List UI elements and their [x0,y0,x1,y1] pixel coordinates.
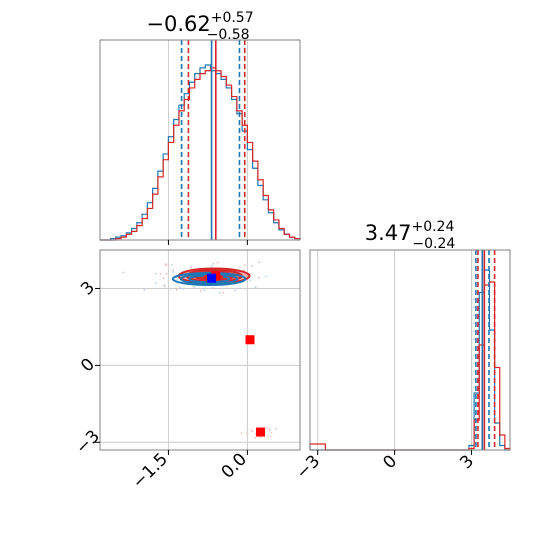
sample-point [265,275,268,278]
sample-point [175,288,178,291]
panel-frame [99,39,301,241]
sample-point [216,261,219,264]
sample-point [269,435,272,438]
y-tick-label: 3 [77,278,99,300]
x-tick-label: −3 [292,451,324,483]
quantile-lines [475,250,496,450]
sample-point [122,271,125,274]
tick-marks [167,240,248,245]
tick-marks [95,287,248,455]
sample-point [258,276,260,279]
quantile-lines [180,40,246,240]
sample-point [211,286,214,289]
grid-lines [100,250,300,450]
contour-blue [171,271,247,287]
histogram-steps [309,269,511,451]
marginal-histogram-param-1 [99,39,301,245]
title-param-2-value: 3.47 [365,221,412,245]
sample-point [165,272,168,275]
y-tick-labels: 3 0 −3 [72,278,104,459]
histogram-series-blue [310,269,510,451]
sample-point [143,288,146,291]
title-param-1-upper: +0.57 [211,10,254,26]
truth-marker-red [245,335,255,345]
sample-point [213,287,215,290]
sample-point [163,284,166,287]
sample-point [182,288,185,290]
sample-point [249,279,252,282]
sample-point [258,261,260,264]
sample-point [162,277,165,280]
sample-point [243,264,246,267]
sample-point [268,428,271,430]
marginal-histogram-param-2: −3 0 3 [292,249,511,483]
truth-marker-red [256,427,266,437]
sample-point [246,431,248,434]
y-tick-label: −3 [72,426,104,458]
sample-point [199,290,202,292]
sample-point [267,435,269,437]
title-param-2-lower: −0.24 [412,236,455,252]
title-param-1: −0.62+0.57 −0.58 [146,10,253,43]
panel-frame [99,249,301,451]
sample-point [203,288,206,291]
title-param-2-upper: +0.24 [411,219,454,235]
sample-point [172,268,174,271]
sample-point [270,431,273,434]
sample-point [155,272,157,275]
histogram-steps [100,64,301,241]
histogram-series-red [100,67,301,241]
sample-point [274,427,277,430]
x-tick-label: 0 [379,451,401,473]
sample-point [211,264,213,267]
truth-markers [207,271,266,437]
x-tick-label: 3 [456,451,478,473]
sample-point [265,427,268,429]
sample-point [254,436,257,439]
sample-point [242,269,245,272]
sample-point [259,436,262,439]
sample-point [193,286,196,289]
joint-scatter-panel: −1.5 0.0 3 0 −3 [72,249,301,493]
grid-lines [317,250,473,450]
sample-point [250,429,252,432]
sample-point [165,264,167,267]
sample-point [219,291,221,294]
sample-point [179,286,182,289]
sample-point [222,291,224,294]
sample-point [171,263,173,266]
histogram-series-red [309,281,511,451]
sample-point [190,266,192,269]
sample-point [172,271,175,273]
sample-point [251,430,254,433]
sample-point [250,264,253,267]
sample-point [234,289,237,292]
x-tick-labels: −3 0 3 [292,451,478,483]
title-param-2: 3.47+0.24 −0.24 [365,219,456,252]
y-tick-label: 0 [77,354,99,376]
sample-point [254,286,257,288]
sample-point [212,262,215,265]
sample-point [154,281,157,284]
title-param-1-value: −0.62 [146,12,210,36]
x-tick-label: 0.0 [218,449,251,482]
histogram-series-blue [100,64,301,241]
grid-lines [167,40,248,240]
truth-marker-blue [207,273,217,283]
sample-point [159,272,162,275]
title-param-1-lower: −0.58 [207,27,250,43]
panel-frame [309,249,511,451]
sample-point [240,432,243,434]
x-tick-labels: −1.5 0.0 [129,449,251,492]
x-tick-label: −1.5 [129,449,172,492]
tick-marks [317,450,473,455]
